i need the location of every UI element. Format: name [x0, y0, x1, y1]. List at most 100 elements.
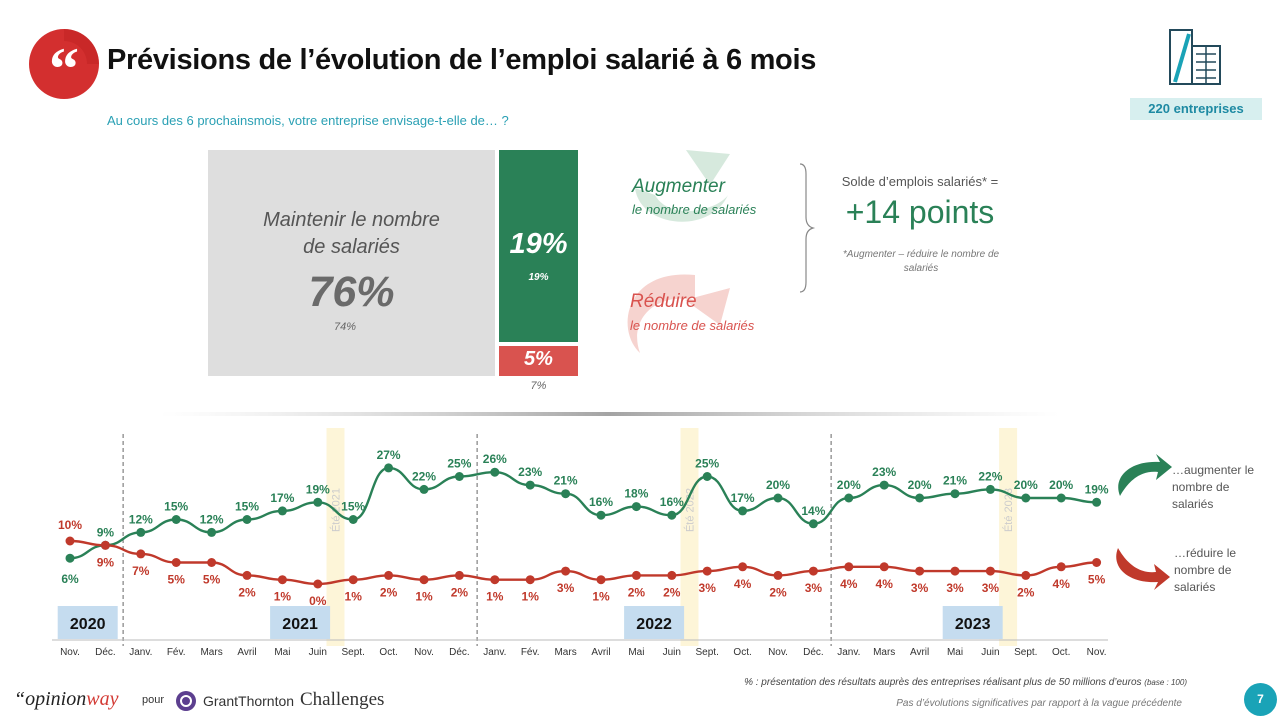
maintain-previous: 74% [333, 321, 357, 333]
data-point [313, 579, 323, 589]
data-label: 15% [341, 500, 365, 514]
data-label: 1% [415, 590, 433, 604]
data-label: 6% [61, 572, 79, 586]
year-label: 2020 [70, 616, 106, 633]
summer-band-label: Été 2023 [1002, 488, 1015, 532]
data-point [1021, 493, 1031, 503]
data-point [561, 489, 571, 499]
x-tick-label: Avril [910, 647, 929, 658]
data-point [207, 558, 217, 567]
data-label: 3% [982, 581, 1000, 595]
data-point [596, 575, 606, 585]
x-tick-label: Juin [981, 647, 999, 658]
x-tick-label: Nov. [414, 647, 434, 658]
data-label: 2% [663, 585, 681, 599]
x-tick-label: Sept. [696, 647, 719, 658]
data-label: 2% [628, 585, 646, 599]
data-label: 20% [837, 478, 861, 492]
data-label: 1% [486, 590, 504, 604]
data-label: 0% [309, 594, 327, 608]
data-point [915, 493, 925, 503]
x-tick-label: Déc. [449, 647, 470, 658]
x-tick-label: Mars [554, 647, 576, 658]
series-line [69, 539, 1097, 586]
data-point [490, 467, 500, 477]
data-label: 1% [345, 590, 363, 604]
data-point [1056, 562, 1066, 572]
data-point [844, 493, 854, 503]
quote-icon: “ [29, 29, 99, 102]
data-point [65, 536, 75, 546]
data-point [985, 484, 995, 494]
question-subtitle: Au cours des 6 prochainsmois, votre entr… [107, 113, 509, 128]
x-tick-label: Avril [591, 647, 610, 658]
data-label: 15% [164, 500, 188, 514]
data-label: 22% [978, 469, 1002, 483]
x-tick-label: Nov. [1087, 647, 1107, 658]
x-tick-label: Déc. [95, 647, 116, 658]
data-label: 26% [483, 452, 507, 466]
solde-note: *Augmenter – réduire le nombre de salari… [842, 249, 1000, 274]
decrease-subtitle: le nombre de salariés [630, 318, 755, 333]
data-point [313, 497, 323, 507]
data-point [171, 515, 181, 524]
data-point [808, 519, 818, 529]
employment-line-chart: Été 2021 Été 2022 Été 2023 6%9%12%15%12%15… [52, 412, 1172, 658]
data-label: 4% [876, 577, 894, 591]
data-label: 9% [97, 525, 115, 539]
data-point [596, 510, 606, 520]
data-point [879, 562, 889, 572]
data-label: 25% [695, 457, 719, 471]
opinionway-way: way [86, 688, 119, 710]
legend-decrease-label: …réduire le nombre de salariés [1174, 546, 1237, 594]
data-point [985, 566, 995, 576]
year-label: 2022 [636, 616, 672, 633]
data-point [950, 489, 960, 499]
data-point [561, 566, 571, 576]
data-point [454, 472, 464, 481]
data-label: 3% [805, 581, 823, 595]
data-label: 25% [447, 457, 471, 471]
data-label: 4% [734, 577, 752, 591]
data-point [65, 553, 75, 563]
data-label: 20% [766, 478, 790, 492]
data-label: 27% [377, 448, 401, 462]
x-tick-label: Janv. [483, 647, 506, 658]
data-point [348, 575, 358, 585]
decrease-percent: 5% [524, 348, 553, 370]
grantthornton-icon [176, 691, 196, 711]
x-tick-label: Mai [628, 647, 644, 658]
x-tick-label: Juin [663, 647, 681, 658]
data-label: 21% [943, 474, 967, 488]
data-point [525, 575, 535, 585]
data-label: 12% [129, 512, 153, 526]
data-point [1021, 570, 1031, 580]
legend-increase-label: …augmenter le nombre de salariés [1172, 463, 1255, 511]
data-label: 2% [1017, 585, 1035, 599]
year-box [942, 606, 1003, 639]
year-box [57, 606, 118, 639]
data-point [207, 527, 217, 537]
footnote-methodology-text: % : présentation des résultats auprès de… [744, 677, 1142, 688]
data-point [490, 575, 500, 585]
increase-block [499, 150, 578, 342]
data-label: 14% [801, 504, 825, 518]
data-point [136, 549, 146, 559]
data-label: 16% [660, 495, 684, 509]
data-point [348, 515, 358, 524]
year-label: 2023 [955, 616, 991, 633]
data-label: 21% [554, 474, 578, 488]
x-tick-label: Mars [200, 647, 222, 658]
year-box [270, 606, 331, 639]
challenges-logo: Challenges [300, 689, 385, 710]
x-tick-label: Oct. [379, 647, 397, 658]
data-point [844, 562, 854, 572]
data-point [100, 540, 110, 550]
companies-badge: 220 entreprises [1130, 98, 1262, 120]
data-label: 16% [589, 495, 613, 509]
data-point [242, 515, 252, 524]
increase-title: Augmenter [632, 176, 725, 197]
data-label: 19% [306, 482, 330, 496]
data-point [525, 480, 535, 490]
increase-percent: 19% [509, 228, 568, 260]
